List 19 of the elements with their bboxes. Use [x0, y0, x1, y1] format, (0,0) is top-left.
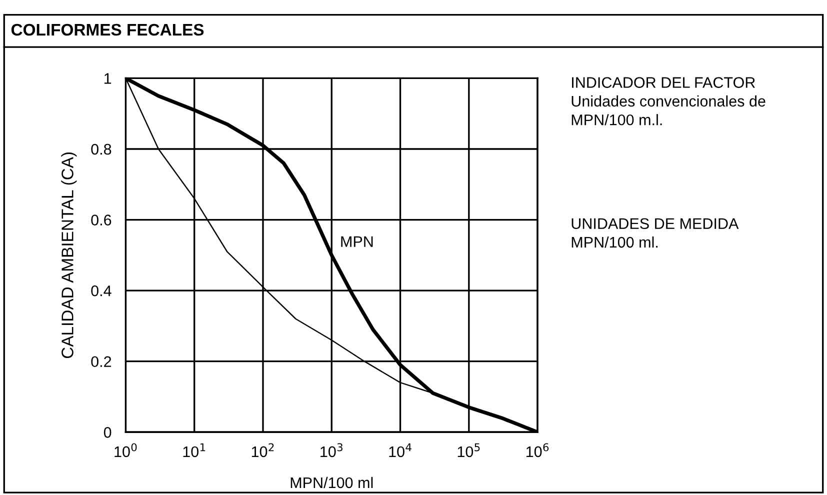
y-tick-label: 0	[104, 427, 112, 438]
text: UNIDADES DE MEDIDA MPN/100 ml.	[572, 218, 739, 248]
y-tick-label: 0.8	[91, 144, 112, 155]
x-tick-label: 10$^{2}$	[252, 443, 274, 458]
x-tick-label: 10$^{4}$	[389, 443, 412, 458]
x-tick-label: 10$^{1}$	[183, 443, 206, 458]
y-axis-title: CALIDAD AMBIENTAL (CA)	[61, 152, 77, 358]
x-tick-label: 10$^{6}$	[526, 443, 549, 458]
series-label: MPN	[341, 236, 373, 247]
x-tick-label: 10$^{0}$	[114, 443, 137, 458]
x-tick-label: 10$^{3}$	[320, 443, 342, 458]
y-tick-label: 0.2	[91, 356, 112, 368]
y-tick-label: 0.6	[91, 214, 112, 226]
x-tick-label: 10$^{5}$	[458, 443, 480, 458]
y-tick-label: 1	[104, 73, 112, 84]
chart-title: COLIFORMES FECALES	[11, 24, 204, 36]
y-tick-label: 0.4	[91, 285, 112, 296]
text: INDICADOR DEL FACTOR Unidades convencionales de MPN/100 m.l.	[572, 77, 766, 126]
x-axis-title: MPN/100 ml	[290, 476, 373, 488]
